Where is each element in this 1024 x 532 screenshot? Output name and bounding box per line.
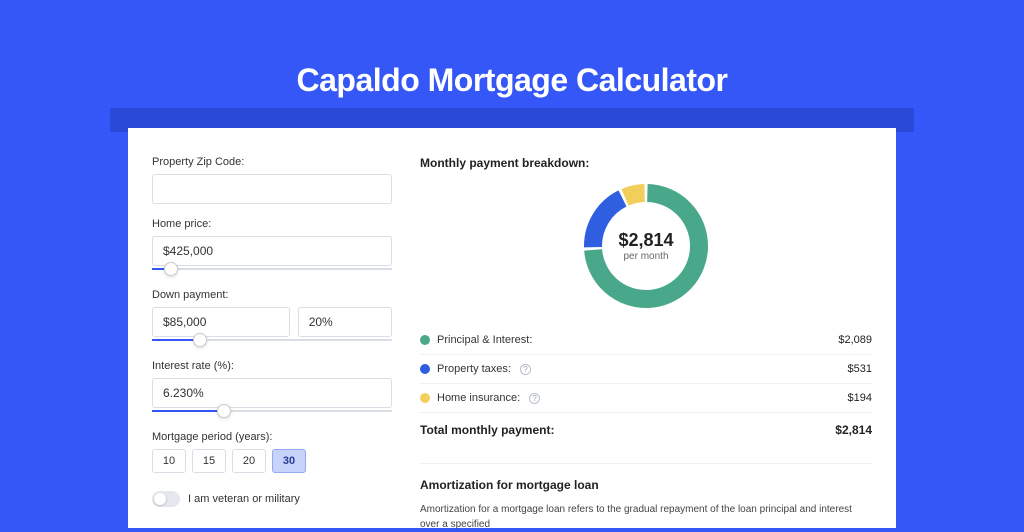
calculator-card: Property Zip Code: Home price: Down paym… — [128, 128, 896, 528]
period-option-20[interactable]: 20 — [232, 449, 266, 473]
breakdown-item: Home insurance:? $194 — [420, 383, 872, 412]
breakdown-item-label: Property taxes: — [437, 363, 511, 375]
home-price-label: Home price: — [152, 218, 392, 230]
breakdown-item-label: Principal & Interest: — [437, 334, 532, 346]
donut-sub: per month — [618, 251, 673, 262]
amortization-block: Amortization for mortgage loan Amortizat… — [420, 463, 872, 532]
veteran-label: I am veteran or military — [188, 493, 300, 505]
period-field: Mortgage period (years): 10152030 — [152, 431, 392, 473]
donut-slice — [625, 193, 645, 197]
donut-amount: $2,814 — [618, 230, 673, 251]
total-row: Total monthly payment: $2,814 — [420, 412, 872, 447]
period-option-15[interactable]: 15 — [192, 449, 226, 473]
info-icon[interactable]: ? — [529, 393, 540, 404]
down-payment-input[interactable] — [152, 307, 290, 337]
breakdown-item-value: $2,089 — [838, 334, 872, 346]
interest-label: Interest rate (%): — [152, 360, 392, 372]
home-price-field: Home price: — [152, 218, 392, 275]
breakdown-item: Property taxes:? $531 — [420, 354, 872, 383]
period-option-10[interactable]: 10 — [152, 449, 186, 473]
interest-slider[interactable] — [152, 407, 392, 417]
interest-input[interactable] — [152, 378, 392, 408]
breakdown-item-value: $194 — [848, 392, 872, 404]
veteran-toggle[interactable] — [152, 491, 180, 507]
amortization-text: Amortization for a mortgage loan refers … — [420, 502, 872, 532]
info-icon[interactable]: ? — [520, 364, 531, 375]
total-label: Total monthly payment: — [420, 423, 554, 437]
period-option-30[interactable]: 30 — [272, 449, 306, 473]
period-label: Mortgage period (years): — [152, 431, 392, 443]
toggle-knob — [154, 493, 166, 505]
total-value: $2,814 — [835, 423, 872, 437]
down-payment-slider[interactable] — [152, 336, 392, 346]
down-payment-pct-input[interactable] — [298, 307, 392, 337]
interest-field: Interest rate (%): — [152, 360, 392, 417]
zip-label: Property Zip Code: — [152, 156, 392, 168]
amortization-title: Amortization for mortgage loan — [420, 478, 872, 492]
form-column: Property Zip Code: Home price: Down paym… — [152, 156, 392, 528]
legend-dot — [420, 393, 430, 403]
breakdown-item-value: $531 — [848, 363, 872, 375]
home-price-input[interactable] — [152, 236, 392, 266]
donut-chart: $2,814 per month — [584, 184, 708, 308]
breakdown-item: Principal & Interest: $2,089 — [420, 326, 872, 354]
zip-input[interactable] — [152, 174, 392, 204]
page-title: Capaldo Mortgage Calculator — [0, 0, 1024, 99]
breakdown-items: Principal & Interest: $2,089 Property taxe… — [420, 326, 872, 412]
breakdown-column: Monthly payment breakdown: $2,814 per mo… — [420, 156, 872, 528]
veteran-toggle-row: I am veteran or military — [152, 491, 392, 507]
zip-field: Property Zip Code: — [152, 156, 392, 204]
home-price-slider[interactable] — [152, 265, 392, 275]
donut-chart-wrap: $2,814 per month — [420, 184, 872, 308]
breakdown-item-label: Home insurance: — [437, 392, 520, 404]
donut-center: $2,814 per month — [618, 230, 673, 262]
legend-dot — [420, 364, 430, 374]
down-payment-label: Down payment: — [152, 289, 392, 301]
down-payment-field: Down payment: — [152, 289, 392, 346]
legend-dot — [420, 335, 430, 345]
period-options: 10152030 — [152, 449, 392, 473]
breakdown-title: Monthly payment breakdown: — [420, 156, 872, 170]
